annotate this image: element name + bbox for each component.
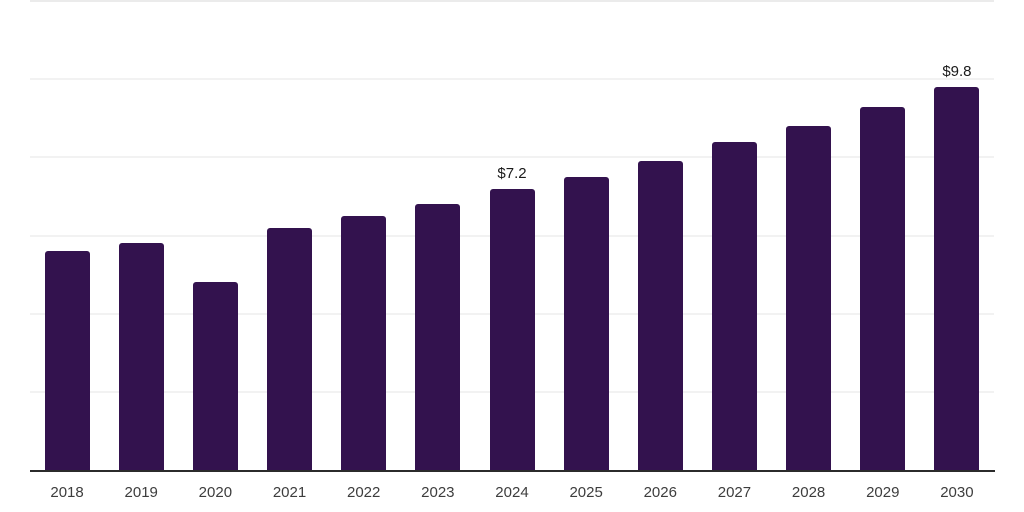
bar-2022	[341, 215, 387, 470]
gridline	[30, 156, 994, 159]
bar-2021	[267, 227, 313, 470]
bar-2028	[786, 126, 832, 470]
x-tick-label: 2018	[50, 484, 84, 501]
gridline	[30, 0, 994, 2]
bar-2020	[192, 282, 238, 470]
x-tick-label: 2026	[643, 484, 677, 501]
x-tick-label: 2030	[940, 484, 974, 501]
bar-value-label: $9.8	[942, 62, 972, 80]
x-tick-label: 2022	[346, 484, 381, 501]
x-tick-label: 2029	[866, 484, 900, 501]
x-tick-label: 2027	[717, 484, 752, 501]
x-tick-label: 2021	[272, 484, 307, 501]
bar-2024	[489, 188, 535, 470]
bar-2023	[415, 204, 461, 470]
bar-2019	[118, 243, 164, 470]
bar-2027	[711, 141, 757, 470]
bar-2018	[44, 251, 90, 470]
bar-2030	[934, 86, 980, 470]
x-tick-label: 2023	[421, 484, 455, 501]
bar-value-label: $7.2	[497, 164, 527, 182]
gridline	[30, 78, 994, 81]
x-tick-label: 2020	[198, 484, 233, 501]
x-tick-label: 2028	[791, 484, 826, 501]
bar-2025	[563, 176, 609, 470]
x-tick-label: 2025	[569, 484, 603, 501]
bar-2026	[637, 161, 683, 470]
bar-2029	[860, 106, 906, 470]
x-axis-line	[30, 470, 995, 472]
x-tick-label: 2019	[124, 484, 158, 501]
x-tick-label: 2024	[495, 484, 529, 501]
